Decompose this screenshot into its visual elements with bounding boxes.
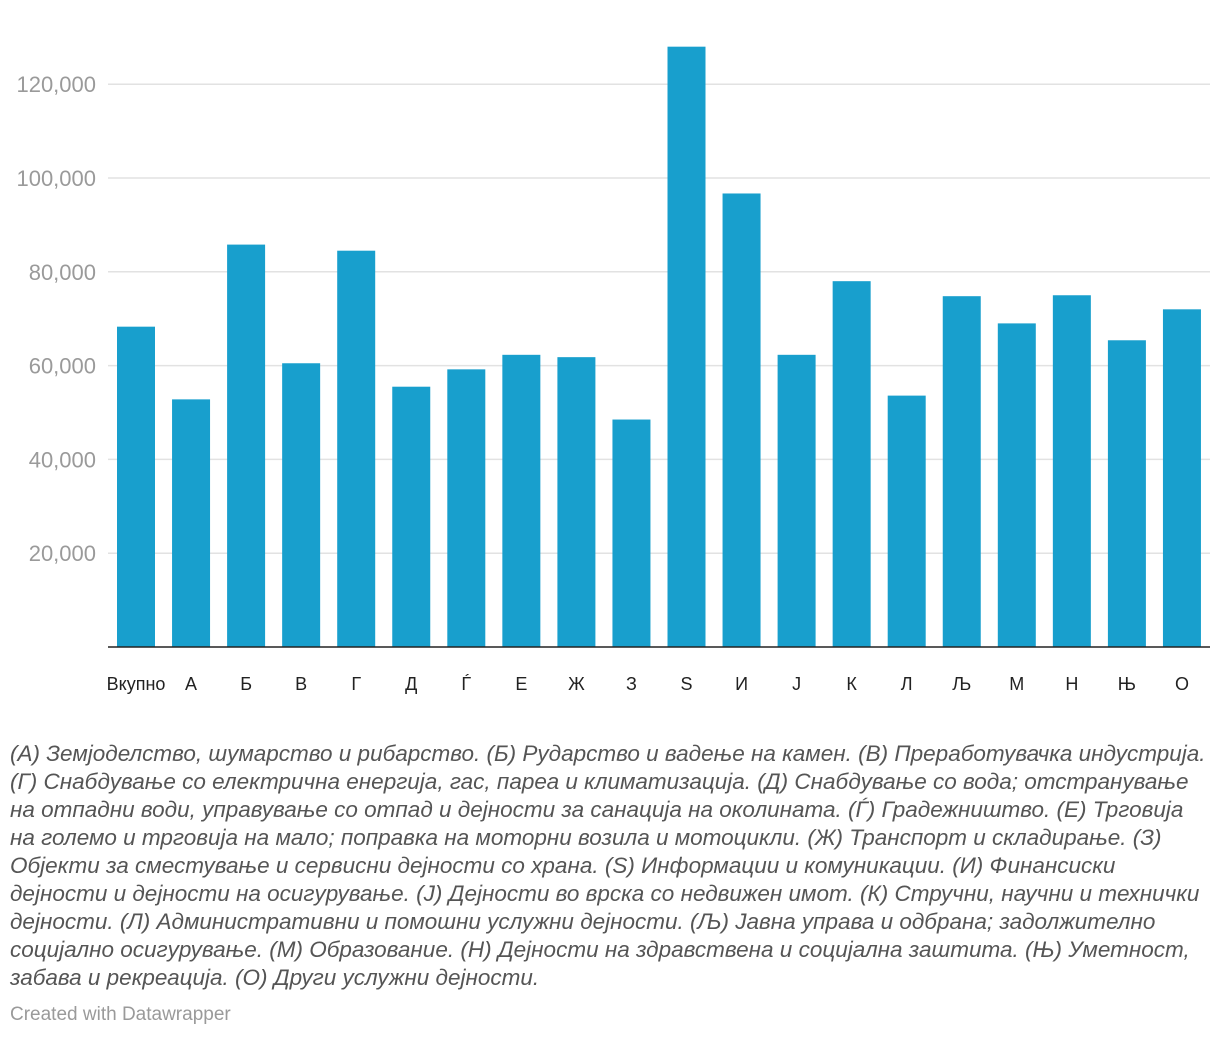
bar-1 [172, 399, 211, 647]
bar-6 [447, 369, 486, 647]
bar-18 [1107, 340, 1146, 647]
category-label: М [1009, 674, 1024, 694]
category-label: И [735, 674, 748, 694]
bar-16 [997, 323, 1036, 647]
category-label: Ѓ [461, 674, 471, 694]
category-label: Ж [568, 674, 585, 694]
bar-11 [722, 193, 761, 648]
bar-12 [777, 354, 816, 647]
category-label: Н [1065, 674, 1078, 694]
bar-17 [1052, 295, 1091, 647]
category-label: О [1175, 674, 1189, 694]
category-label: Л [901, 674, 913, 694]
footnote-legend: (А) Земјоделство, шумарство и рибарство.… [10, 741, 1206, 990]
category-label: З [626, 674, 637, 694]
bar-8 [557, 357, 596, 647]
gridlines [108, 83, 1210, 554]
bar-3 [282, 363, 321, 647]
bar-14 [887, 395, 926, 647]
bar-9 [612, 419, 651, 647]
y-tick-label: 80,000 [29, 260, 96, 285]
y-tick-label: 120,000 [16, 72, 96, 97]
y-tick-label: 60,000 [29, 354, 96, 379]
bar-5 [392, 386, 431, 647]
category-label: Вкупно [107, 674, 166, 694]
category-label: А [185, 674, 197, 694]
bar-7 [502, 354, 541, 647]
bar-13 [832, 281, 871, 647]
bar-15 [942, 296, 981, 647]
category-label: Њ [1118, 674, 1136, 694]
category-label: Љ [952, 674, 971, 694]
category-label: Г [351, 674, 361, 694]
x-axis-category-labels: Вкупно А Б В Г Д Ѓ Е Ж З S И Ј К Л Љ М Н Њ О [107, 674, 1189, 694]
bars [117, 46, 1201, 648]
bar-chart: 20,000 40,000 60,000 80,000 100,000 120,000 В… [16, 46, 1210, 694]
category-label: Б [240, 674, 252, 694]
category-label: S [680, 674, 692, 694]
category-label: Д [405, 674, 417, 694]
bar-19 [1162, 309, 1201, 647]
bar-2 [227, 244, 266, 647]
category-label: Ј [792, 674, 801, 694]
y-tick-label: 40,000 [29, 447, 96, 472]
bar-0 [117, 326, 155, 647]
datawrapper-credit: Created with Datawrapper [10, 1004, 231, 1025]
category-label: К [846, 674, 857, 694]
category-label: В [295, 674, 307, 694]
bar-4 [337, 250, 376, 647]
y-tick-label: 100,000 [16, 166, 96, 191]
category-label: Е [515, 674, 527, 694]
bar-10 [667, 46, 706, 648]
y-tick-label: 20,000 [29, 541, 96, 566]
y-axis-tick-labels: 20,000 40,000 60,000 80,000 100,000 120,000 [16, 72, 96, 566]
